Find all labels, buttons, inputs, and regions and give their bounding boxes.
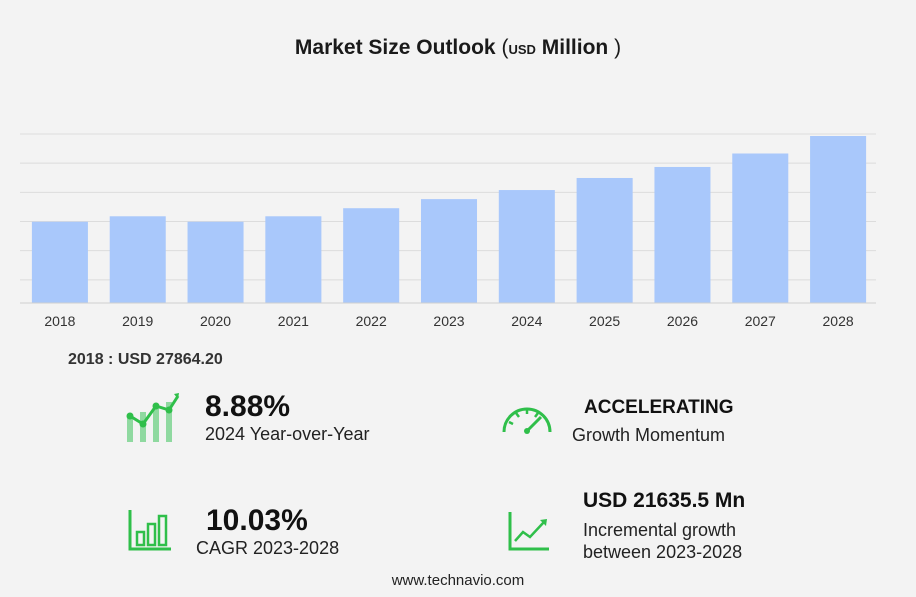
x-tick-label: 2024 — [511, 313, 542, 329]
bar-2025 — [576, 177, 633, 303]
x-tick-label: 2022 — [356, 313, 387, 329]
x-tick-label: 2025 — [589, 313, 620, 329]
bar-chart: 2018 2019 2020 2021 2022 2023 2024 2025 2026 2027… — [20, 133, 876, 329]
incremental-value: USD 21635.5 Mn — [583, 489, 746, 512]
yoy-value: 8.88% — [205, 390, 291, 423]
chart-title-text: Market Size Outlook — [294, 36, 496, 59]
x-tick-label: 2026 — [667, 313, 698, 329]
x-tick-label: 2028 — [823, 313, 854, 329]
bar-2021 — [265, 216, 322, 303]
website-footer: www.technavio.com — [391, 572, 525, 589]
bar-2027 — [732, 153, 789, 303]
unit-label: (USD Million ) — [501, 36, 622, 59]
x-tick-label: 2018 — [44, 313, 75, 329]
bar-2022 — [343, 208, 400, 303]
base-year-value: 2018 : USD 27864.20 — [68, 351, 223, 368]
cagr-label: CAGR 2023-2028 — [196, 538, 340, 558]
cagr-stat: 10.03% CAGR 2023-2028 — [196, 505, 339, 559]
bar-2024 — [498, 190, 555, 303]
incremental-label-line1: Incremental growth — [583, 520, 737, 540]
bar-2028 — [810, 136, 867, 303]
yoy-label: 2024 Year-over-Year — [205, 424, 370, 444]
x-tick-label: 2021 — [278, 313, 309, 329]
bar-2020 — [187, 221, 244, 303]
momentum-value: ACCELERATING — [584, 397, 734, 418]
bar-2023 — [420, 199, 478, 303]
trend-line-icon — [508, 512, 549, 551]
bar-2026 — [654, 166, 711, 303]
cagr-value: 10.03% — [206, 504, 308, 537]
incremental-stat: USD 21635.5 Mn Incremental growth betwee… — [583, 489, 745, 563]
yoy-stat: 8.88% 2024 Year-over-Year — [205, 391, 369, 445]
speedometer-icon — [502, 407, 552, 434]
bar-2018 — [31, 221, 88, 303]
growth-bars-icon — [126, 393, 180, 442]
momentum-label: Growth Momentum — [572, 425, 726, 445]
chart-title: Market Size Outlook (USD Million ) — [0, 36, 916, 60]
bar-2019 — [109, 216, 166, 303]
x-tick-label: 2020 — [200, 313, 231, 329]
incremental-label-line2: between 2023-2028 — [583, 542, 743, 562]
x-tick-label: 2027 — [745, 313, 776, 329]
x-tick-label: 2023 — [433, 313, 464, 329]
momentum-stat: ACCELERATING Growth Momentum — [572, 396, 734, 446]
bar-chart-icon — [128, 510, 171, 551]
x-tick-label: 2019 — [122, 313, 153, 329]
